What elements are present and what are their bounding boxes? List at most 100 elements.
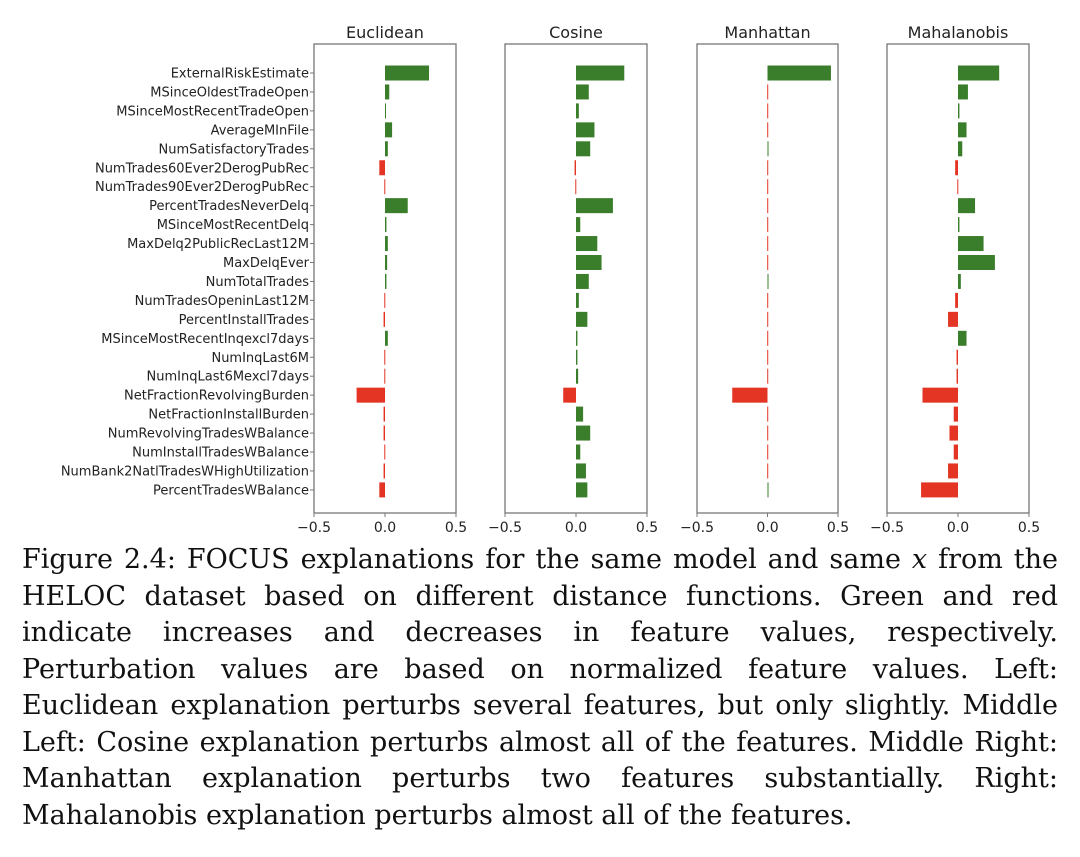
category-label: NumTradesOpeninLast12M [135,294,309,309]
bar [385,255,388,270]
bar [576,273,589,289]
bar [956,349,958,365]
bar [576,349,578,365]
category-label: MSinceOldestTradeOpen [150,85,309,100]
bar [948,311,958,327]
x-tick-label: 0.0 [947,520,969,536]
bar [732,387,768,403]
bar [767,160,769,176]
category-label: MaxDelqEver [223,256,310,271]
bar [356,387,385,403]
bar [767,444,769,460]
category-label: MSinceMostRecentTradeOpen [116,104,309,119]
bar [576,103,579,119]
bar [385,330,388,346]
bar [383,425,385,441]
bar [767,368,769,384]
caption-part2: from the HELOC dataset based on differen… [22,544,1058,831]
bar [767,255,769,270]
bar [955,292,958,308]
x-tick-label: 0.5 [827,520,849,536]
bar [575,179,577,195]
x-tick-label: 0.5 [1018,520,1040,536]
x-tick-label: −0.5 [488,520,522,536]
caption-part1: Figure 2.4: FOCUS explanations for the s… [22,544,912,575]
bar [958,255,995,270]
bar [767,463,769,479]
panel-title: Euclidean [346,23,424,42]
bar [576,311,588,327]
bar [383,311,385,327]
x-tick-label: 0.0 [374,520,396,536]
bar [576,122,595,138]
bar [576,141,591,157]
bar [958,217,960,233]
category-label: NumInqLast6M [211,351,309,366]
panel-manhattan: Manhattan −0.5 0.0 0.5 [680,23,849,536]
bar [385,273,387,289]
panel-title: Cosine [549,23,603,42]
category-label: MSinceMostRecentInqexcl7days [101,332,309,347]
category-label: NetFractionInstallBurden [148,408,309,423]
bar [385,103,386,119]
bar [576,482,588,498]
bar [958,330,967,346]
x-tick-label: 0.0 [565,520,587,536]
bar [384,349,386,365]
bar [576,255,602,270]
bar [957,179,959,195]
bar [767,330,769,346]
bar [379,160,385,176]
bar [576,292,579,308]
bar [767,273,769,289]
category-label: NumInstallTradesWBalance [132,446,309,461]
bar [953,444,958,460]
bar [958,65,1000,81]
bar [385,84,390,100]
bar [767,311,769,327]
bar [767,349,769,365]
category-label: NumSatisfactoryTrades [159,142,310,157]
bar [384,292,386,308]
category-label: PercentTradesWBalance [153,483,309,498]
bar [767,482,769,498]
bar [767,65,831,81]
x-tick-label: 0.5 [445,520,467,536]
bar [767,236,769,252]
bar [384,368,386,384]
bar [384,179,386,195]
caption-variable: x [911,544,928,575]
bar [767,122,769,138]
bar [385,236,388,252]
category-label: MSinceMostRecentDelq [157,218,309,233]
category-label: PercentTradesNeverDelq [149,199,309,214]
bar [385,65,430,81]
bar [767,141,769,157]
bar [949,425,958,441]
category-label: PercentInstallTrades [179,313,310,328]
x-tick-label: −0.5 [680,520,714,536]
bar [767,103,769,119]
bar [953,406,958,422]
bar [948,463,958,479]
bar [958,103,960,119]
category-label: ExternalRiskEstimate [171,67,309,82]
category-label: MaxDelq2PublicRecLast12M [127,237,309,252]
bar [576,198,613,214]
category-label: NumInqLast6Mexcl7days [147,370,310,385]
panel-mahalanobis: Mahalanobis −0.5 0.0 0.5 [870,23,1040,536]
bar [563,387,576,403]
bar [576,444,581,460]
bar [958,198,976,214]
bar [576,65,625,81]
category-label: AverageMInFile [211,123,309,138]
bar [767,84,769,100]
bar [958,122,967,138]
x-tick-label: 0.5 [636,520,658,536]
bar [383,463,385,479]
bar [576,330,578,346]
x-tick-label: 0.0 [756,520,778,536]
panel-cosine: Cosine −0.5 0.0 0.5 [488,23,658,536]
bar [767,217,769,233]
bar [576,406,584,422]
